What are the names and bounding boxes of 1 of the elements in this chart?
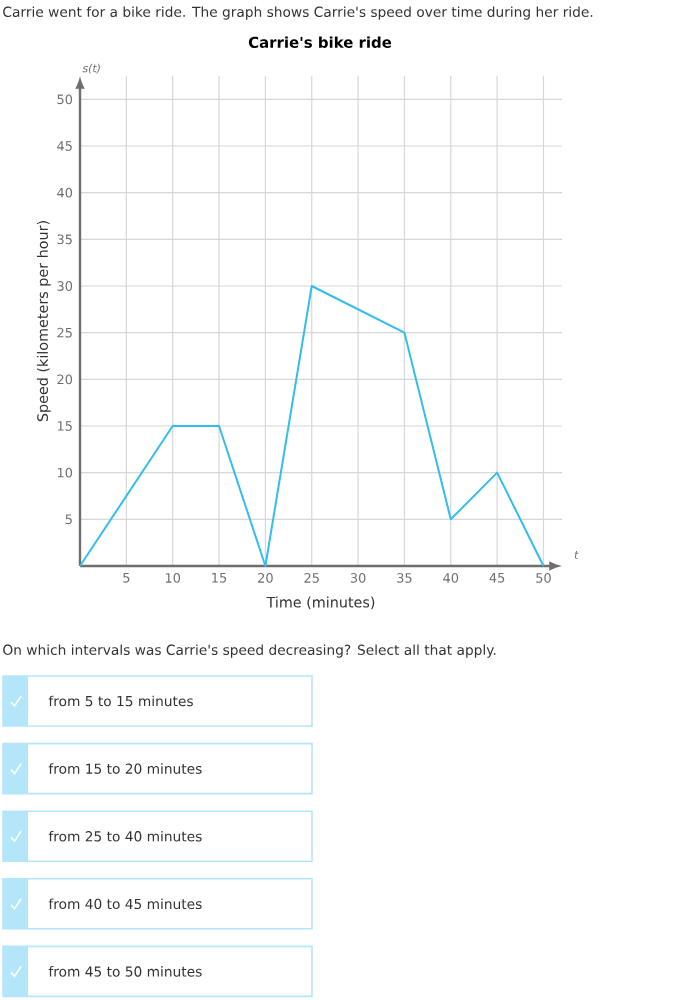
line-series bbox=[79, 284, 545, 567]
